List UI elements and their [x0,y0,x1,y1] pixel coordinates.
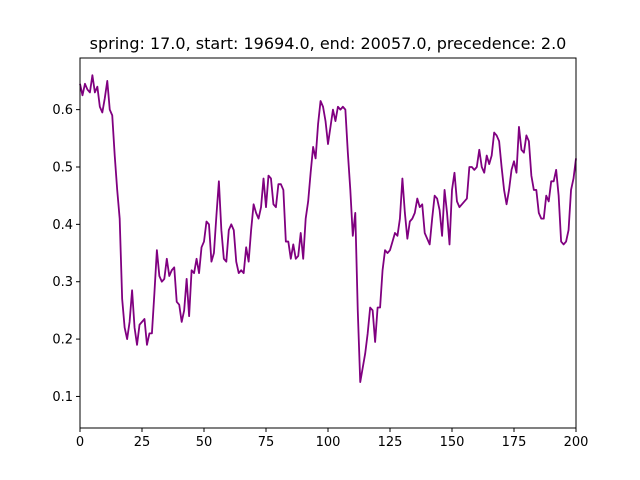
y-tick-label: 0.3 [52,275,73,290]
x-tick-label: 150 [440,435,465,450]
x-tick-label: 50 [196,435,213,450]
x-tick-label: 175 [502,435,527,450]
plot-frame [79,57,577,429]
series-line-0 [79,74,577,384]
y-tick-label: 0.5 [52,160,73,175]
x-tick-label: 75 [258,435,275,450]
y-tick-label: 0.2 [52,333,73,348]
y-tick-label: 0.4 [52,218,73,233]
x-tick-label: 100 [316,435,341,450]
x-tick-label: 125 [378,435,403,450]
x-tick-label: 25 [134,435,151,450]
y-tick-label: 0.1 [52,390,73,405]
chart-title: spring: 17.0, start: 19694.0, end: 20057… [90,34,567,53]
x-tick-label: 200 [564,435,589,450]
series-layer [79,74,577,384]
x-axis: 0 25 50 75 100 125 150 175 200 [76,428,589,450]
y-tick-label: 0.6 [52,103,73,118]
x-tick-label: 0 [76,435,84,450]
y-axis: 0.1 0.2 0.3 0.4 0.5 0.6 [52,103,80,405]
